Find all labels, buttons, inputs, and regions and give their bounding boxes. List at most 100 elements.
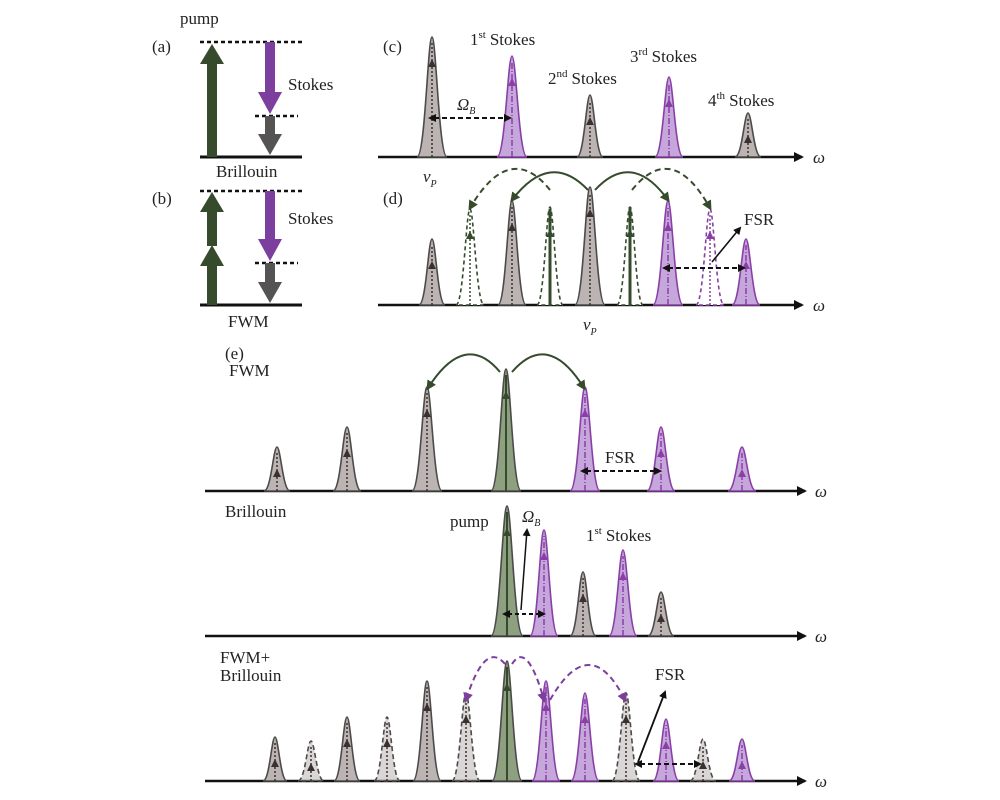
nu-p-label-d: νP	[583, 315, 597, 338]
stokes-label-a: Stokes	[288, 75, 333, 94]
peak-marker	[622, 715, 630, 723]
fsr-label-d: FSR	[744, 210, 775, 229]
peak-marker	[657, 449, 665, 457]
peak-marker	[428, 261, 436, 269]
peak-marker	[664, 223, 672, 231]
stokes3-label-c: 3rd Stokes	[630, 46, 697, 66]
stokes-label-b: Stokes	[288, 209, 333, 228]
axis-label-c: ω	[813, 148, 825, 167]
fwm-arrow-right-inner-d	[594, 171, 670, 203]
peak-gray	[576, 94, 604, 158]
peak-marker	[706, 231, 714, 239]
fwm-label-b: FWM	[228, 312, 269, 331]
peak-marker	[581, 715, 589, 723]
peak-marker	[502, 391, 510, 399]
axis-label-e1: ω	[815, 482, 827, 501]
combo-title-line1: FWM+	[220, 648, 270, 667]
brillouin-label-a: Brillouin	[216, 162, 278, 181]
peak-purple	[496, 55, 528, 158]
peaks-c	[416, 36, 762, 158]
phonon-arrow-shaft-a	[265, 116, 275, 136]
omega-b-label-e2: ΩB	[522, 507, 540, 529]
fwm-arrow-right-e3	[549, 664, 627, 703]
fwm-arrow-left-inner-d	[510, 171, 589, 203]
pump-arrow-upper-shaft-b	[207, 210, 217, 246]
peak-marker	[307, 763, 315, 771]
panel-e-label: (e)	[225, 344, 244, 363]
pump-label-a: pump	[180, 9, 219, 28]
axis-label-d: ω	[813, 296, 825, 315]
stokes-arrow-head-a	[258, 92, 282, 114]
peak-purple	[654, 76, 684, 158]
pump-arrow-shaft-a	[207, 62, 217, 157]
fwm-title-e: FWM	[229, 361, 270, 380]
fwm-line	[628, 207, 632, 305]
stokes1-label-c: 1st Stokes	[470, 29, 535, 49]
stokes1-label-e2: 1st Stokes	[586, 525, 651, 545]
peak-marker	[579, 594, 587, 602]
omega-b-pointer-e2	[520, 528, 531, 611]
combo-title-line2: Brillouin	[220, 666, 282, 685]
axis-label-e2: ω	[815, 627, 827, 646]
peak-marker	[428, 59, 436, 67]
peak-marker	[665, 99, 673, 107]
peak-marker	[383, 739, 391, 747]
stokes2-label-c: 2nd Stokes	[548, 68, 617, 88]
panel-b-label: (b)	[152, 189, 172, 208]
peak-marker	[423, 703, 431, 711]
peak-marker	[619, 572, 627, 580]
panel-d: (d) ω FSR νP	[378, 167, 825, 338]
fsr-label-e3: FSR	[655, 665, 686, 684]
fwm-arrow-left-outer-d	[468, 167, 551, 211]
anti-stokes-arrow-shaft-b	[265, 263, 275, 283]
peak-marker	[586, 117, 594, 125]
peak-purple	[608, 549, 638, 637]
stokes4-label-c: 4th Stokes	[708, 90, 774, 110]
brillouin-title-e: Brillouin	[225, 502, 287, 521]
fsr-pointer-d	[711, 226, 742, 263]
peak-purple	[646, 426, 676, 492]
peak-marker	[662, 741, 670, 749]
panel-d-label: (d)	[383, 189, 403, 208]
peak-marker	[273, 469, 281, 477]
fwm-line	[548, 209, 552, 305]
peak-marker	[423, 409, 431, 417]
peak-marker	[542, 703, 550, 711]
fwm-arrow-left-e1	[426, 353, 501, 391]
pump-arrow-upper-head-b	[200, 192, 224, 212]
peak-gray	[574, 186, 606, 306]
pump-arrow-head-a	[200, 44, 224, 64]
peak-marker	[738, 469, 746, 477]
anti-stokes-arrow-head-b	[258, 282, 282, 303]
panel-e: (e) FWM ω FSR Brillouin ω pump ΩB 1st Sto…	[205, 344, 827, 791]
peak-marker	[657, 614, 665, 622]
stokes-arrow-head-b	[258, 239, 282, 261]
fwm-arrow-right-outer-d	[631, 167, 712, 211]
peak-marker	[466, 231, 474, 239]
panel-b: (b) Stokes FWM	[152, 189, 333, 331]
peak-marker	[540, 552, 548, 560]
peak-marker	[462, 715, 470, 723]
peak-marker	[586, 209, 594, 217]
panel-a-label: (a)	[152, 37, 171, 56]
pump-label-e2: pump	[450, 512, 489, 531]
omega-b-label-c: ΩB	[457, 95, 475, 117]
stokes-arrow-shaft-b	[265, 191, 275, 241]
peak-marker	[343, 739, 351, 747]
phonon-arrow-head-a	[258, 134, 282, 155]
peak-marker	[738, 761, 746, 769]
peak-marker	[744, 135, 752, 143]
panel-a: (a) pump Stokes Brillouin	[152, 9, 333, 181]
peak-marker	[581, 409, 589, 417]
peak-marker	[503, 528, 511, 536]
peaks-e1	[263, 368, 757, 492]
fsr-pointer-e3	[637, 690, 667, 763]
nu-p-label-c: νP	[423, 167, 437, 190]
peak-marker	[508, 78, 516, 86]
peak-purple	[728, 738, 756, 782]
pump-arrow-lower-shaft-b	[207, 263, 217, 305]
peak-marker	[503, 683, 511, 691]
panel-c: (c) ω ΩB νP 1st Stokes 2nd Stokes 3rd Stoke…	[378, 29, 825, 190]
peaks-d	[418, 186, 761, 306]
peak-marker	[508, 223, 516, 231]
